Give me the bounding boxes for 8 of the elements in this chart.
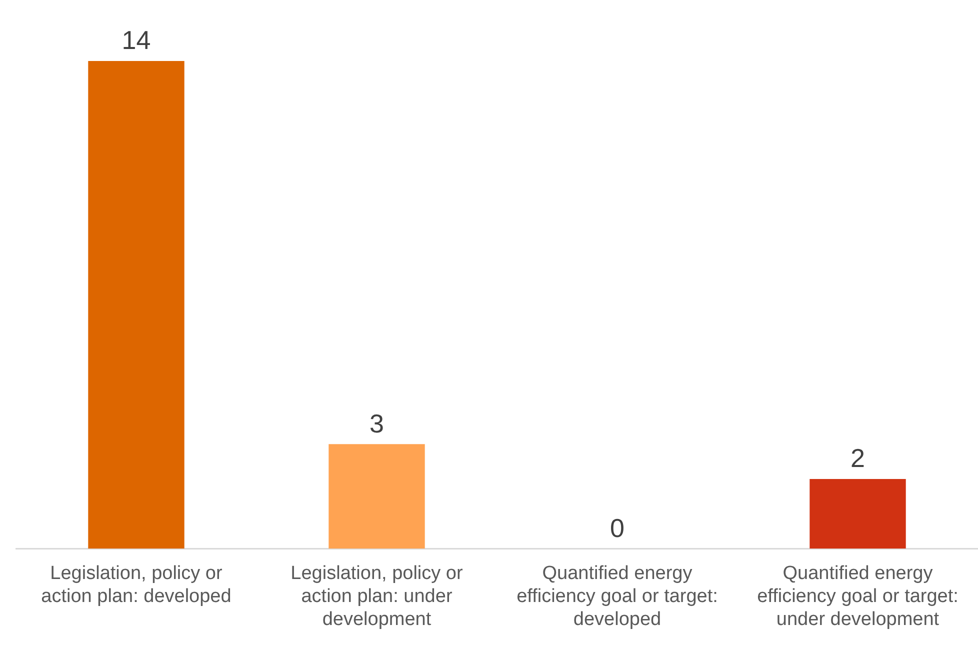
x-tick-label: Quantified energy efficiency goal or target: under development: [757, 563, 958, 630]
x-tick-label: Legislation, policy or action plan: under development: [290, 563, 464, 630]
x-tick-label: Legislation, policy or action plan: developed: [41, 563, 232, 608]
data-label: 14: [122, 25, 151, 56]
x-tick-label: Quantified energy efficiency goal or target: developed: [516, 563, 718, 630]
data-label: 2: [850, 443, 865, 474]
data-label: 0: [610, 512, 624, 543]
data-label: 3: [370, 408, 384, 438]
